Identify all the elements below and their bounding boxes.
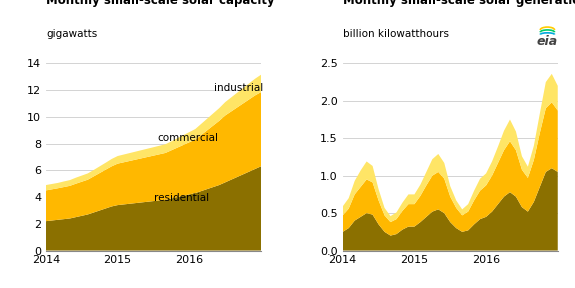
Text: gigawatts: gigawatts [46,29,97,39]
Text: Monthly small-scale solar generation: Monthly small-scale solar generation [343,0,575,7]
Text: Monthly small-scale solar capacity: Monthly small-scale solar capacity [46,0,275,7]
Text: industrial: industrial [214,83,263,93]
Text: residential: residential [154,193,209,203]
Text: billion kilowatthours: billion kilowatthours [343,29,448,39]
Text: eia: eia [536,35,558,48]
Text: commercial: commercial [158,133,219,143]
